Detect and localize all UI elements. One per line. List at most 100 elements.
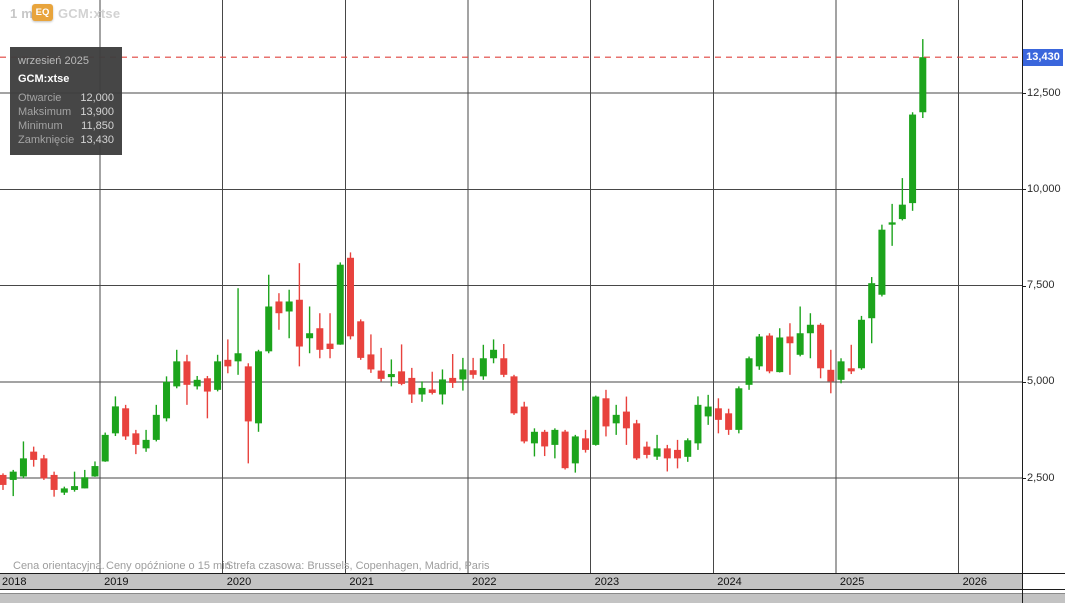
- candle[interactable]: [837, 358, 845, 384]
- candle[interactable]: [122, 404, 130, 440]
- candle[interactable]: [377, 347, 385, 382]
- candle[interactable]: [60, 486, 68, 495]
- candle[interactable]: [694, 396, 702, 450]
- candle[interactable]: [806, 313, 814, 359]
- candle[interactable]: [735, 386, 743, 434]
- candle[interactable]: [336, 262, 344, 345]
- candle[interactable]: [582, 429, 590, 453]
- candle[interactable]: [295, 263, 303, 367]
- candle[interactable]: [755, 334, 763, 370]
- candle[interactable]: [0, 473, 7, 490]
- candle[interactable]: [745, 356, 753, 390]
- candle[interactable]: [173, 349, 181, 389]
- candle[interactable]: [704, 394, 712, 425]
- candle[interactable]: [163, 376, 171, 422]
- candle[interactable]: [541, 429, 549, 457]
- candle[interactable]: [714, 398, 722, 434]
- candle[interactable]: [438, 369, 446, 405]
- candle[interactable]: [551, 428, 559, 459]
- candle[interactable]: [50, 471, 58, 497]
- candle[interactable]: [909, 112, 917, 211]
- candle[interactable]: [490, 339, 498, 364]
- candle[interactable]: [9, 469, 17, 497]
- candle[interactable]: [142, 429, 150, 452]
- candle[interactable]: [786, 323, 794, 375]
- candle[interactable]: [132, 429, 140, 455]
- candle[interactable]: [203, 375, 211, 419]
- candle[interactable]: [592, 395, 600, 446]
- candle[interactable]: [91, 461, 99, 477]
- candle[interactable]: [152, 404, 160, 442]
- candle[interactable]: [878, 224, 886, 297]
- candle[interactable]: [367, 334, 375, 373]
- candle[interactable]: [398, 344, 406, 386]
- candle-body: [9, 471, 17, 480]
- candle[interactable]: [868, 277, 876, 344]
- candle[interactable]: [326, 313, 334, 359]
- candle[interactable]: [919, 39, 927, 119]
- candle[interactable]: [275, 293, 283, 330]
- candle[interactable]: [663, 444, 671, 472]
- candle[interactable]: [40, 454, 48, 480]
- candle[interactable]: [193, 375, 201, 390]
- candle[interactable]: [111, 396, 119, 437]
- time-axis[interactable]: 2018 2019 2020 2021 2022 2023 2024 2025 2026: [0, 573, 1065, 603]
- candle[interactable]: [827, 349, 835, 394]
- candle[interactable]: [622, 396, 630, 445]
- candle[interactable]: [71, 471, 79, 492]
- candle[interactable]: [101, 432, 109, 462]
- candle[interactable]: [285, 289, 293, 339]
- candle[interactable]: [684, 438, 692, 462]
- time-axis-year-bar[interactable]: 2018 2019 2020 2021 2022 2023 2024 2025 2026: [0, 574, 1022, 589]
- candle[interactable]: [418, 381, 426, 402]
- candle[interactable]: [183, 354, 191, 405]
- candle[interactable]: [776, 328, 784, 373]
- candle[interactable]: [510, 374, 518, 415]
- candle[interactable]: [653, 434, 661, 460]
- candle[interactable]: [265, 274, 273, 354]
- candle[interactable]: [674, 439, 682, 469]
- candle[interactable]: [428, 371, 436, 395]
- candle-body: [633, 423, 641, 459]
- candle[interactable]: [244, 363, 252, 464]
- candle[interactable]: [817, 323, 825, 379]
- candle[interactable]: [357, 319, 365, 360]
- candle[interactable]: [30, 446, 38, 467]
- candle[interactable]: [459, 357, 467, 391]
- price-axis[interactable]: 2,500 5,000 7,500 10,000 12,500: [1022, 0, 1065, 573]
- symbol-label[interactable]: GCM:xtse: [58, 6, 121, 21]
- candle[interactable]: [530, 428, 538, 457]
- candle[interactable]: [571, 434, 579, 473]
- candle[interactable]: [612, 404, 620, 435]
- candle[interactable]: [898, 178, 906, 221]
- candle[interactable]: [224, 339, 232, 374]
- candle[interactable]: [255, 349, 262, 432]
- candle[interactable]: [214, 354, 222, 392]
- candle[interactable]: [796, 306, 804, 357]
- candle[interactable]: [857, 315, 865, 370]
- candle[interactable]: [561, 429, 569, 470]
- candle[interactable]: [469, 357, 477, 379]
- candle-body: [193, 379, 201, 387]
- candle[interactable]: [81, 469, 89, 489]
- candle[interactable]: [888, 203, 896, 246]
- candle[interactable]: [316, 313, 324, 359]
- candle[interactable]: [479, 344, 487, 380]
- candle[interactable]: [387, 359, 395, 387]
- candle[interactable]: [847, 344, 855, 375]
- candle[interactable]: [234, 288, 242, 375]
- candle[interactable]: [766, 333, 773, 374]
- candle[interactable]: [643, 441, 651, 459]
- candle[interactable]: [725, 408, 733, 435]
- chart-plot-area[interactable]: [0, 0, 1022, 573]
- candle[interactable]: [500, 344, 508, 378]
- candle[interactable]: [408, 367, 416, 403]
- candle[interactable]: [449, 354, 457, 388]
- candle[interactable]: [602, 389, 610, 437]
- candle[interactable]: [19, 441, 27, 479]
- candle[interactable]: [346, 252, 354, 340]
- chart-horizontal-scrollbar[interactable]: [0, 593, 1065, 603]
- candle[interactable]: [306, 306, 314, 354]
- candle[interactable]: [633, 419, 641, 460]
- candle[interactable]: [520, 401, 528, 444]
